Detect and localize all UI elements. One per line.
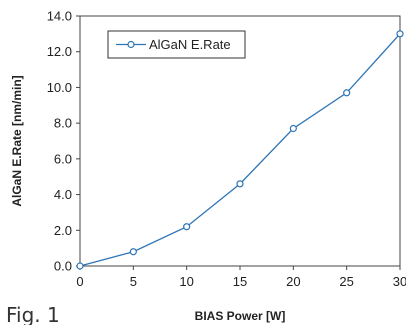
y-tick-label: 14.0	[47, 9, 72, 24]
data-point	[236, 180, 244, 188]
data-point	[76, 262, 84, 270]
legend-marker	[127, 40, 135, 49]
y-tick-label: 4.0	[54, 187, 72, 202]
y-tick-label: 8.0	[54, 116, 72, 131]
x-tick-label: 25	[339, 274, 353, 289]
x-tick-label: 5	[130, 274, 137, 289]
x-axis-ticks: 0 5 10 15 20 25 30	[76, 266, 406, 289]
data-point	[396, 30, 404, 38]
x-axis-title: BIAS Power [W]	[195, 309, 286, 323]
legend: AlGaN E.Rate	[107, 30, 246, 59]
x-tick-label: 15	[233, 274, 247, 289]
y-tick-label: 10.0	[47, 80, 72, 95]
data-point	[289, 124, 297, 133]
y-axis-title: AlGaN E.Rate [nm/min]	[10, 75, 24, 206]
figure-label: Fig. 1	[6, 303, 60, 325]
data-point	[129, 248, 137, 256]
y-axis-ticks: 0.0 2.0 4.0 6.0 8.0 10.0 12.0 14.0	[47, 9, 80, 274]
data-point	[183, 223, 191, 231]
series-layer	[76, 30, 404, 270]
x-tick-label: 30	[393, 274, 406, 289]
y-tick-label: 6.0	[54, 151, 72, 166]
y-tick-label: 0.0	[54, 259, 72, 274]
legend-label: AlGaN E.Rate	[149, 37, 231, 52]
x-tick-label: 10	[179, 274, 193, 289]
y-tick-label: 12.0	[47, 44, 72, 59]
x-tick-label: 20	[286, 274, 300, 289]
data-point	[343, 89, 351, 97]
x-tick-label: 0	[76, 274, 83, 289]
y-tick-label: 2.0	[54, 223, 72, 238]
